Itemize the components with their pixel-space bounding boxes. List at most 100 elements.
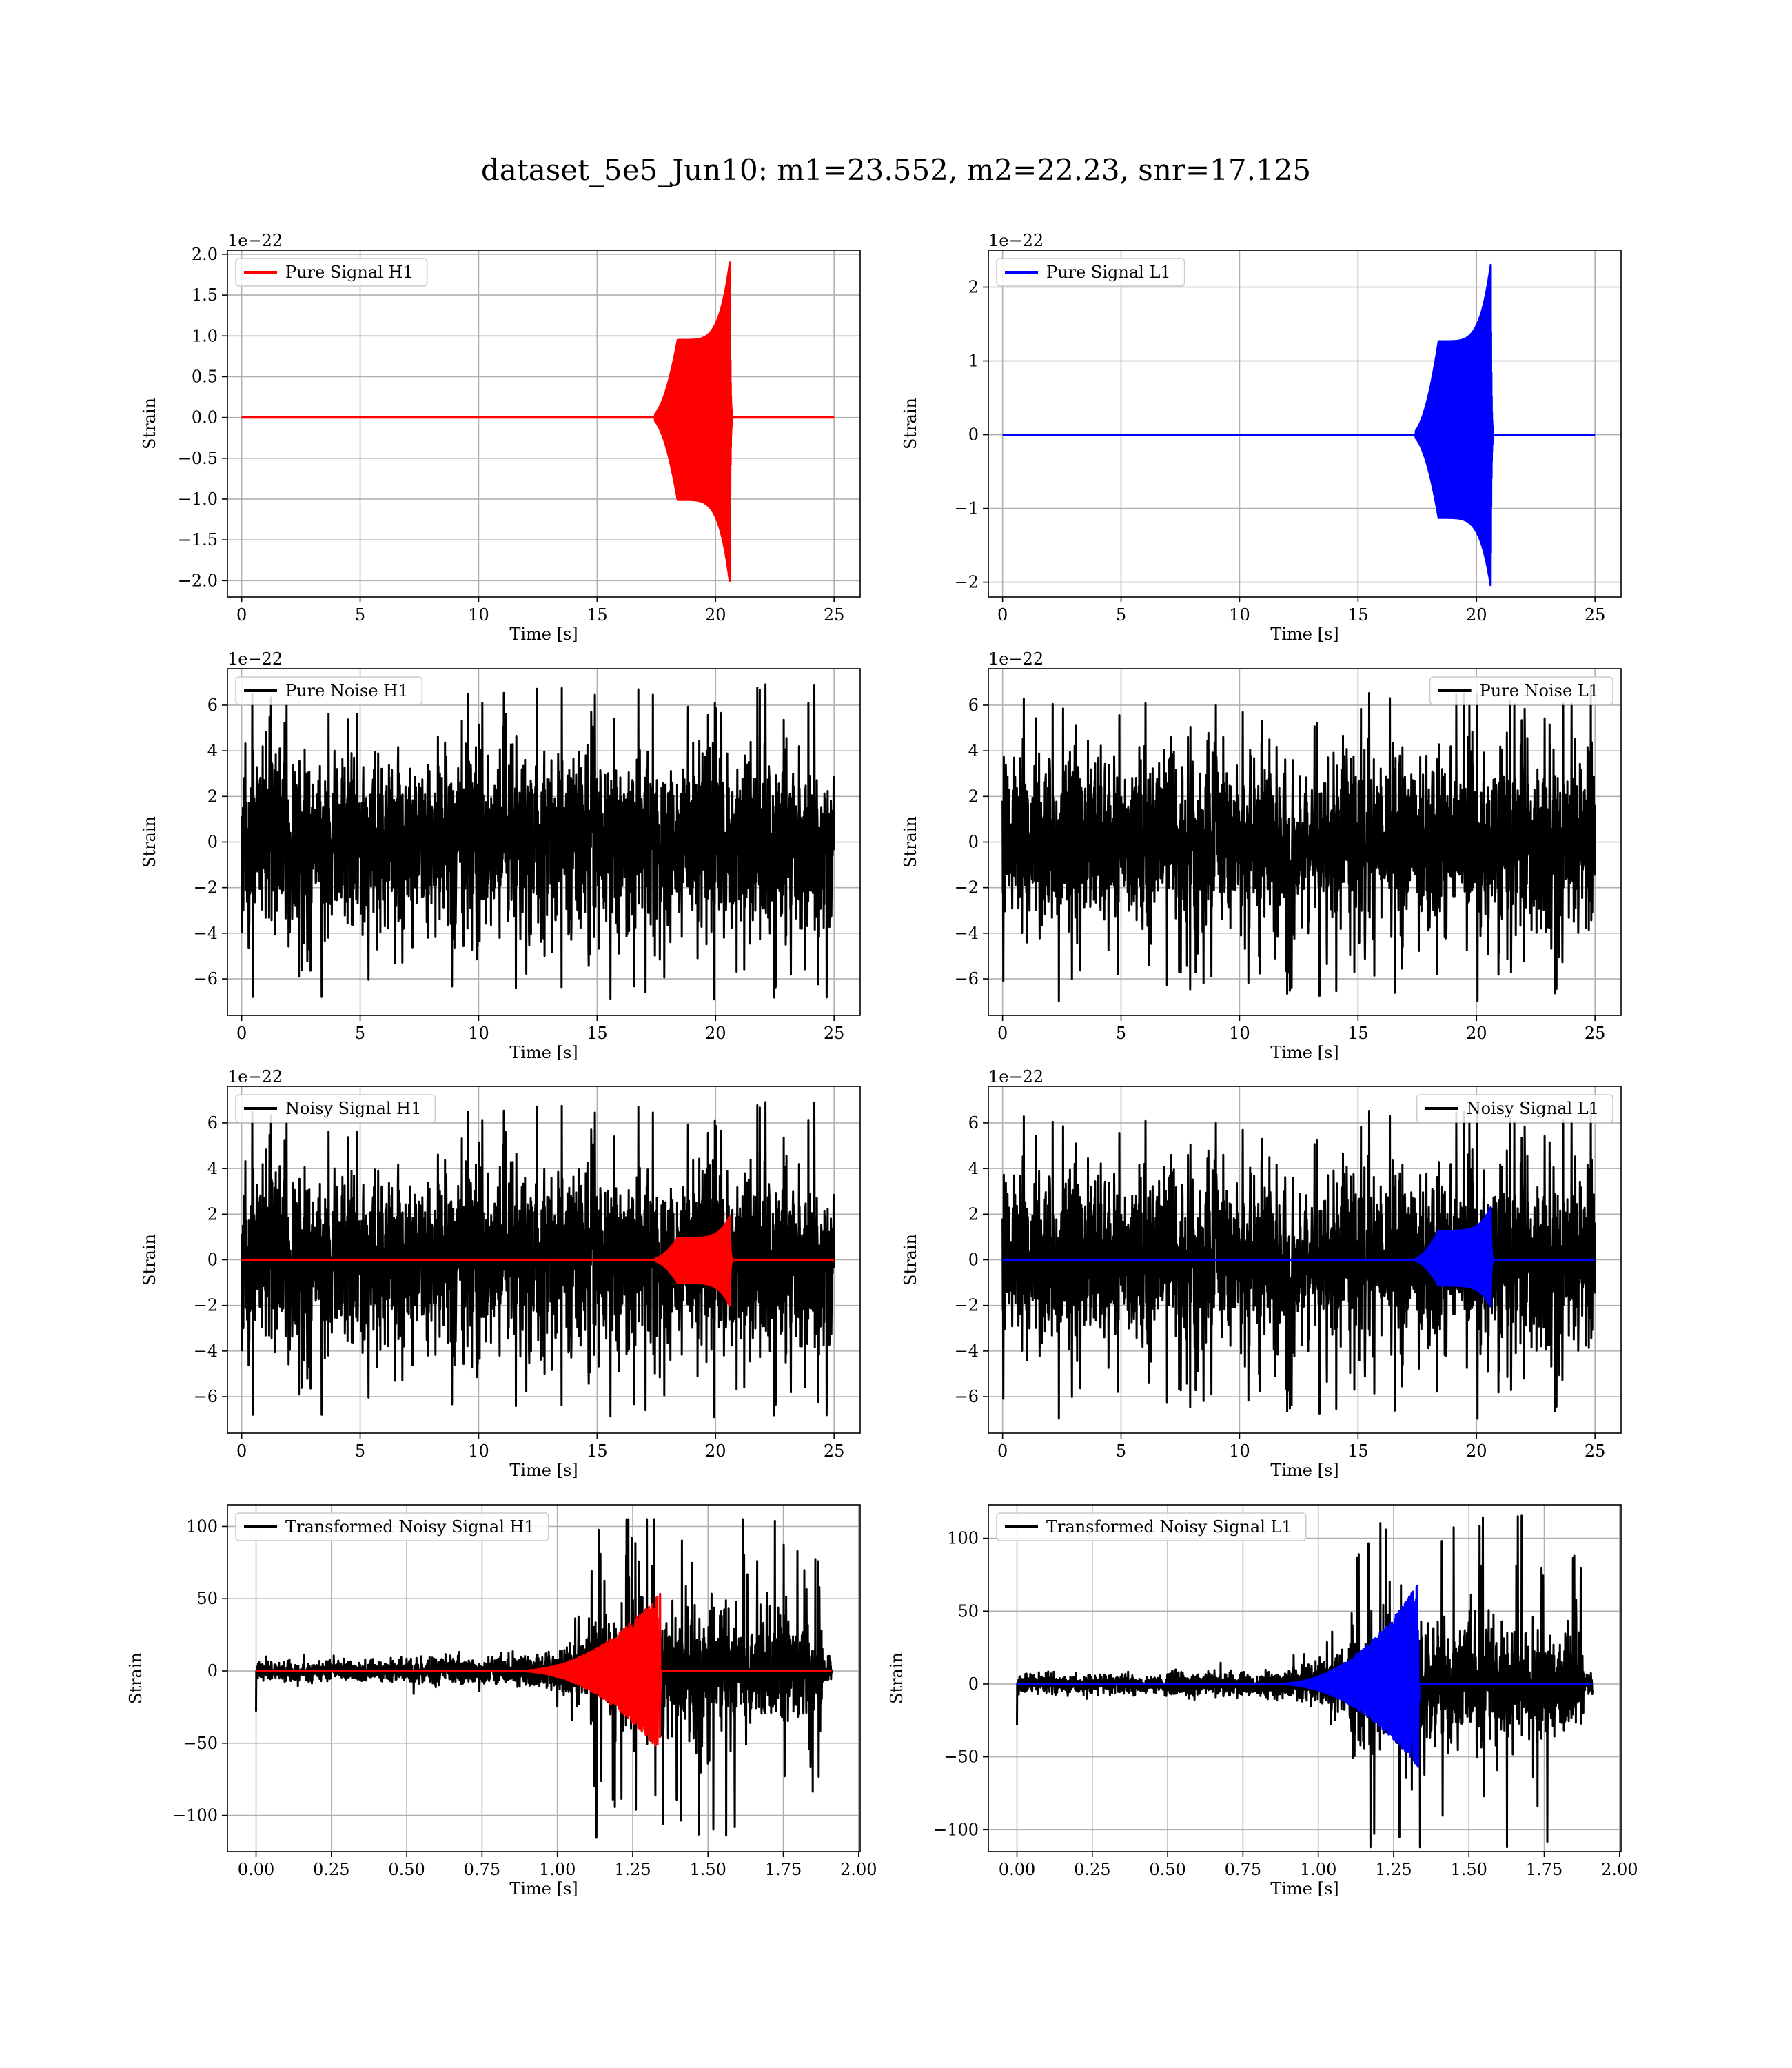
y-tick-label: 6 [968,696,979,715]
y-axis-label: Strain [140,1234,159,1286]
x-axis-label: Time [s] [1270,1043,1338,1062]
series-line-transformed-noisy-signal-l1-1 [1016,1585,1594,1768]
series-line-pure-signal-h1-0 [241,261,835,582]
legend-box [235,1094,436,1123]
x-tick-label: 5 [355,1024,365,1043]
x-tick-label: 20 [1466,1441,1487,1461]
x-tick-label: 10 [1229,605,1250,625]
x-tick-label: 0.75 [464,1860,500,1879]
legend-box [235,1512,549,1541]
x-tick-label: 15 [587,1024,608,1043]
x-tick-label: 15 [1347,605,1369,625]
y-offset-text: 1e−22 [988,649,1043,669]
y-tick-label: 4 [968,1159,979,1178]
x-tick-label: 25 [824,605,845,625]
series-line-transformed-noisy-signal-h1-1 [255,1592,833,1747]
x-axis-label: Time [s] [1270,1461,1338,1480]
x-axis-label: Time [s] [1270,625,1338,644]
y-tick-label: 1.5 [192,285,218,305]
y-axis-label: Strain [901,1234,920,1286]
y-tick-label: 0 [207,1250,218,1270]
x-axis-label: Time [s] [1270,1879,1338,1898]
x-tick-label: 1.25 [614,1860,651,1879]
x-tick-label: 0.25 [1074,1860,1110,1879]
y-tick-label: 50 [196,1589,218,1608]
y-tick-label: −4 [955,1341,979,1361]
y-tick-label: −2.0 [178,571,218,590]
chart-pure-signal-h1: 0 5 10 15 20 25 −2.0 −1.5 −1.0 −0.5 0.0 0.5 1.0 1.5 2.… [140,231,861,644]
y-offset-text: 1e−22 [227,231,283,250]
y-tick-label: 4 [207,1159,218,1178]
legend: Pure Signal L1 [996,258,1185,287]
y-tick-label: 2 [968,787,979,806]
y-tick-label: −2 [194,878,218,898]
y-tick-label: −50 [944,1747,979,1767]
y-axis-label: Strain [140,398,159,449]
legend: Pure Noise L1 [1429,676,1613,705]
y-tick-label: 2.0 [192,245,218,264]
x-tick-label: 5 [1116,1024,1126,1043]
y-offset-text: 1e−22 [988,231,1043,250]
x-tick-label: 0.50 [388,1860,425,1879]
x-axis-label: Time [s] [509,1461,578,1480]
x-tick-label: 1.25 [1375,1860,1412,1879]
y-tick-label: −6 [955,1387,979,1406]
x-tick-label: 1.75 [765,1860,802,1879]
legend-box [996,1512,1307,1541]
legend-entry: Noisy Signal L1 [1467,1099,1599,1118]
y-offset-text: 1e−22 [227,1067,283,1086]
legend: Pure Signal H1 [235,258,428,287]
y-tick-label: 0 [968,425,979,445]
y-tick-label: 100 [186,1517,218,1536]
y-tick-label: −50 [183,1734,218,1753]
x-tick-label: 15 [1347,1441,1369,1461]
x-tick-label: 0.00 [999,1860,1035,1879]
y-tick-label: 0 [207,1661,218,1681]
chart-transformed-noisy-signal-h1: 0.00 0.25 0.50 0.75 1.00 1.25 1.50 1.75 2.00 −100… [126,1504,877,1898]
x-tick-label: 25 [824,1024,845,1043]
x-tick-label: 10 [1229,1441,1250,1461]
y-tick-label: −1.5 [178,530,218,549]
y-tick-label: 2 [968,1204,979,1224]
x-tick-label: 20 [1466,1024,1487,1043]
chart-transformed-noisy-signal-l1: 0.00 0.25 0.50 0.75 1.00 1.25 1.50 1.75 2.00 −100… [887,1504,1638,1898]
legend-entry: Pure Noise H1 [285,681,408,700]
chart-pure-noise-l1: 0 5 10 15 20 25 −6 −4 −2 0 2 4 6 Time [s] Strain 1e−22 P… [901,649,1622,1062]
y-tick-label: 2 [207,787,218,806]
y-tick-label: 0.5 [192,367,218,386]
legend-box [235,258,428,287]
series-line-transformed-noisy-signal-l1-0 [1016,1514,1594,1849]
y-tick-label: −4 [194,1341,218,1361]
legend: Transformed Noisy Signal H1 [235,1512,549,1541]
y-tick-label: −2 [955,1296,979,1315]
series-line-noisy-signal-l1-1 [1001,1206,1596,1308]
x-tick-label: 0 [236,605,247,625]
legend-entry: Pure Signal L1 [1046,263,1171,282]
series-line-noisy-signal-l1-0 [1001,1103,1596,1420]
series-line-transformed-noisy-signal-h1-0 [255,1518,833,1839]
x-tick-label: 0.75 [1225,1860,1261,1879]
axes-frame [227,250,861,598]
legend-box [1429,676,1613,705]
x-tick-label: 1.75 [1526,1860,1562,1879]
x-tick-label: 2.00 [840,1860,877,1879]
y-tick-label: −6 [194,1387,218,1406]
x-tick-label: 5 [1116,605,1126,625]
x-tick-label: 0 [236,1441,247,1461]
x-tick-label: 0 [997,1024,1008,1043]
x-tick-label: 20 [705,605,726,625]
x-tick-label: 1.50 [690,1860,726,1879]
y-tick-label: −100 [172,1806,218,1825]
x-tick-label: 5 [355,605,365,625]
legend-box [1416,1094,1613,1123]
legend-entry: Pure Noise L1 [1480,681,1599,700]
x-tick-label: 10 [468,1024,489,1043]
y-tick-label: −4 [955,924,979,943]
y-tick-label: 2 [968,278,979,297]
legend-box [235,676,423,705]
x-tick-label: 0.00 [238,1860,274,1879]
y-axis-label: Strain [901,398,920,449]
axes-frame [988,1504,1622,1852]
y-tick-label: 0.0 [192,408,218,427]
x-tick-label: 0.25 [313,1860,349,1879]
